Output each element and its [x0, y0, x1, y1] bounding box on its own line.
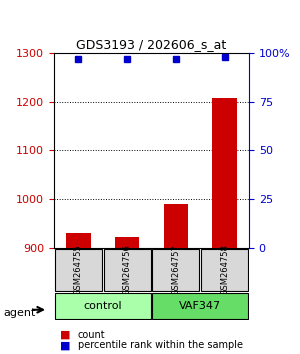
FancyBboxPatch shape — [201, 249, 248, 291]
Text: percentile rank within the sample: percentile rank within the sample — [78, 340, 243, 350]
Bar — [164, 204, 188, 248]
Bar — [66, 233, 91, 248]
Text: GSM264756: GSM264756 — [123, 245, 132, 295]
Text: VAF347: VAF347 — [179, 301, 221, 311]
Text: ■: ■ — [60, 330, 70, 339]
Title: GDS3193 / 202606_s_at: GDS3193 / 202606_s_at — [76, 38, 226, 51]
Text: GSM264757: GSM264757 — [171, 245, 180, 295]
Bar — [212, 98, 237, 248]
Text: count: count — [78, 330, 106, 339]
Text: agent: agent — [3, 308, 35, 318]
FancyBboxPatch shape — [55, 293, 151, 319]
Bar — [115, 237, 139, 248]
FancyBboxPatch shape — [152, 249, 199, 291]
Text: control: control — [83, 301, 122, 311]
Text: GSM264758: GSM264758 — [220, 245, 229, 295]
FancyBboxPatch shape — [55, 249, 102, 291]
FancyBboxPatch shape — [104, 249, 151, 291]
Text: GSM264755: GSM264755 — [74, 245, 83, 295]
FancyBboxPatch shape — [152, 293, 248, 319]
Text: ■: ■ — [60, 340, 70, 350]
